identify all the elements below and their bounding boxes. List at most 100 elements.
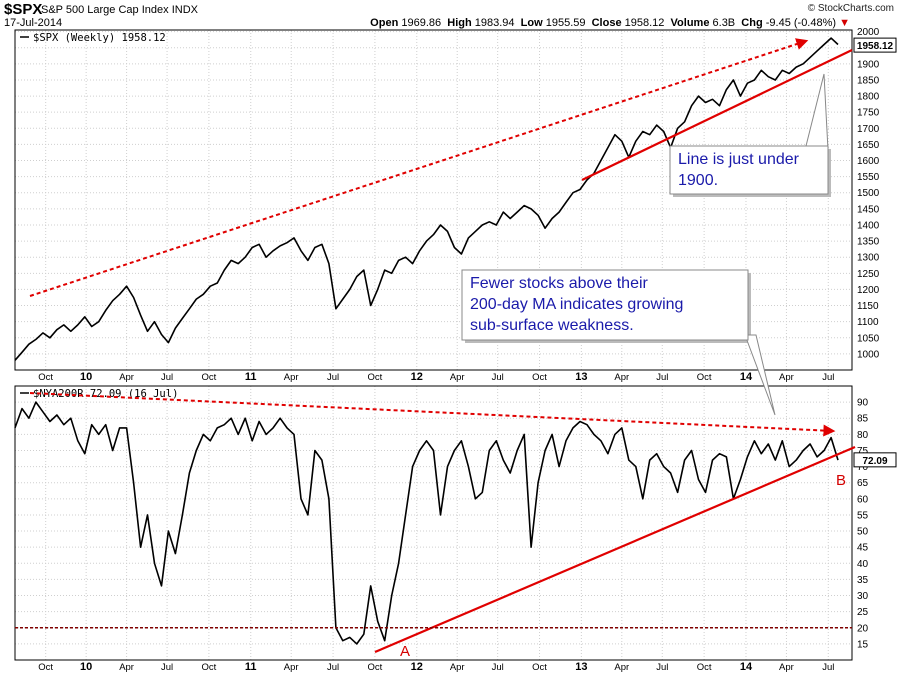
top-callout-text-line: Line is just under <box>678 151 800 168</box>
bottom-callout: Fewer stocks above their 200-day MA indic… <box>461 269 776 416</box>
price-y-tick-label: 1000 <box>857 349 880 360</box>
volume-label: Volume <box>670 17 710 29</box>
breadth-x-tick-label: Oct <box>532 662 547 673</box>
price-y-tick-label: 1100 <box>857 317 879 328</box>
open-label: Open <box>370 17 399 29</box>
breadth-support-trendline <box>374 445 856 654</box>
breadth-x-tick-label: Jul <box>656 662 668 673</box>
price-x-tick-label: Jul <box>161 372 173 383</box>
price-x-tick-label: Jul <box>656 372 668 383</box>
price-x-tick-label: 14 <box>740 371 753 383</box>
price-x-tick-label: Jul <box>822 372 834 383</box>
bottom-callout-text-line: 200-day MA indicates growing <box>470 296 683 313</box>
breadth-x-tick-label: Jul <box>822 662 834 673</box>
breadth-y-tick-label: 65 <box>857 478 869 489</box>
breadth-y-tick-label: 70 <box>857 462 869 473</box>
breadth-x-tick-label: Apr <box>779 662 794 673</box>
breadth-x-tick-label: 12 <box>411 661 423 673</box>
price-x-tick-label: Oct <box>532 372 547 383</box>
price-x-tick-label: 11 <box>245 371 257 383</box>
high-value: 1983.94 <box>474 17 515 29</box>
breadth-y-tick-label: 25 <box>857 607 869 618</box>
breadth-y-tick-label: 35 <box>857 575 869 586</box>
breadth-x-tick-label: Oct <box>38 662 53 673</box>
breadth-x-tick-label: Apr <box>284 662 299 673</box>
chg-value: -9.45 (-0.48%) <box>765 17 837 29</box>
price-x-tick-label: Jul <box>327 372 339 383</box>
breadth-x-tick-label: Jul <box>161 662 173 673</box>
breadth-y-tick-label: 75 <box>857 446 869 457</box>
price-series-line <box>14 37 839 361</box>
price-y-tick-label: 1450 <box>857 204 880 215</box>
top-callout-box <box>669 145 829 195</box>
price-x-tick-label: Oct <box>202 372 217 383</box>
down-arrow-icon: ▼ <box>839 17 850 29</box>
breadth-x-tick-label: Oct <box>202 662 217 673</box>
breadth-y-tick-label: 20 <box>857 623 869 634</box>
top-callout: Line is just under 1900. <box>669 73 831 197</box>
price-y-tick-label: 1250 <box>857 269 880 280</box>
breadth-x-tick-label: 13 <box>575 661 587 673</box>
breadth-x-tick-label: Apr <box>614 662 629 673</box>
breadth-y-tick-label: 60 <box>857 494 869 505</box>
breadth-last-value-box <box>853 452 897 468</box>
price-x-tick-label: 13 <box>575 371 587 383</box>
breadth-y-tick-label: 55 <box>857 510 869 521</box>
breadth-x-tick-label: 10 <box>80 661 92 673</box>
breadth-legend-label: $NYA200R 72.09 (16 Jul) <box>33 388 178 400</box>
bottom-callout-text-line: Fewer stocks above their <box>470 275 649 292</box>
price-x-tick-label: 10 <box>80 371 92 383</box>
breadth-x-tick-label: Jul <box>327 662 339 673</box>
breadth-y-tick-label: 40 <box>857 559 869 570</box>
price-y-tick-label: 2000 <box>857 27 880 38</box>
open-value: 1969.86 <box>401 17 442 29</box>
price-y-tick-label: 1800 <box>857 92 880 103</box>
price-y-tick-label: 1650 <box>857 140 880 151</box>
close-value: 1958.12 <box>624 17 665 29</box>
chart-header: $SPX S&P 500 Large Cap Index INDX 17-Jul… <box>0 0 900 30</box>
price-y-tick-label: 1500 <box>857 188 880 199</box>
breadth-x-tick-label: 14 <box>740 661 753 673</box>
price-y-tick-label: 1300 <box>857 253 880 264</box>
high-label: High <box>447 17 472 29</box>
breadth-x-tick-label: 11 <box>245 661 257 673</box>
price-y-tick-label: 1400 <box>857 220 880 231</box>
breadth-x-tick-label: Jul <box>492 662 504 673</box>
price-frame <box>14 29 853 371</box>
price-y-tick-label: 1350 <box>857 237 880 248</box>
breadth-series-line <box>14 401 839 645</box>
breadth-panel: 15 20 25 30 35 40 45 50 55 60 65 70 75 80 85 90 Oct 10 Apr… <box>14 385 897 673</box>
price-x-tick-label: Jul <box>492 372 504 383</box>
price-resistance-trendline <box>29 38 809 297</box>
price-y-tick-label: 1200 <box>857 285 880 296</box>
price-y-tick-label: 1900 <box>857 59 880 70</box>
price-x-tick-label: Apr <box>779 372 794 383</box>
breadth-x-tick-label: Apr <box>119 662 134 673</box>
breadth-y-tick-label: 90 <box>857 398 869 409</box>
price-x-tick-label: Apr <box>614 372 629 383</box>
breadth-plot-area <box>15 386 852 660</box>
label-b: B <box>836 472 846 489</box>
brand-label: © StockCharts.com <box>807 3 894 14</box>
exchange-text: INDX <box>171 4 198 16</box>
breadth-declining-trendline <box>29 392 836 437</box>
price-x-tick-label: Oct <box>697 372 712 383</box>
price-y-tick-label: 1600 <box>857 156 880 167</box>
volume-value: 6.3B <box>712 17 736 29</box>
price-last-value-label: 1958.12 <box>857 41 894 52</box>
price-y-tick-label: 1050 <box>857 333 880 344</box>
low-label: Low <box>520 17 543 29</box>
close-label: Close <box>591 17 622 29</box>
price-last-value-box <box>853 37 897 53</box>
bottom-callout-pointer <box>744 334 776 416</box>
breadth-y-tick-label: 30 <box>857 591 869 602</box>
breadth-x-tick-label: Oct <box>697 662 712 673</box>
bottom-callout-text-line: sub-surface weakness. <box>470 317 634 334</box>
top-callout-text-line: 1900. <box>678 172 718 189</box>
breadth-x-tick-label: Oct <box>368 662 383 673</box>
price-y-tick-label: 1850 <box>857 75 880 86</box>
price-panel: 1000 1050 1100 1150 1200 1250 1300 1350 1400 1450… <box>14 27 897 383</box>
price-y-tick-label: 1700 <box>857 124 880 135</box>
ohlc-readout: Open 1969.86 High 1983.94 Low 1955.59 Cl… <box>370 17 850 29</box>
